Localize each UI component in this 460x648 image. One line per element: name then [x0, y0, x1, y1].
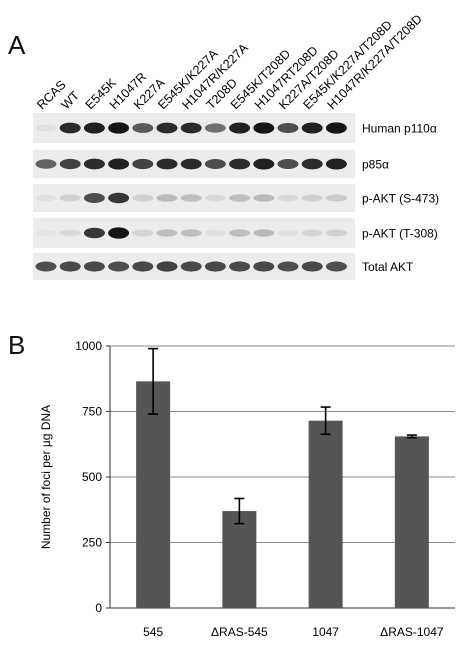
blot-band — [132, 194, 154, 202]
blot-band — [156, 261, 178, 272]
blot-band — [59, 261, 81, 272]
blot-band — [132, 261, 154, 272]
blot-band — [204, 158, 226, 170]
bar — [308, 420, 343, 608]
blot-band — [83, 261, 105, 272]
blot-band — [180, 158, 202, 170]
blot-band — [253, 194, 275, 202]
blot-band — [35, 229, 57, 237]
blot-band — [132, 123, 154, 133]
blot-band — [59, 122, 81, 134]
blot-band — [108, 261, 130, 272]
blot-row-label: p-AKT (T-308) — [362, 227, 438, 241]
blot-band — [229, 122, 251, 134]
y-tick-label: 1000 — [75, 339, 102, 353]
blot-band — [108, 192, 130, 204]
blot-band — [132, 158, 154, 170]
blot-band — [253, 122, 275, 134]
blot-band — [132, 229, 154, 237]
y-tick-label: 0 — [95, 601, 102, 615]
blot-band — [204, 229, 226, 237]
blot-band — [204, 123, 226, 133]
blot-band — [180, 194, 202, 202]
blot-band — [253, 261, 275, 272]
x-tick-label: ΔRAS-1047 — [380, 625, 444, 639]
blot-band — [325, 122, 347, 134]
blot-band — [108, 158, 130, 170]
x-tick-label: 545 — [143, 625, 163, 639]
blot-band — [325, 158, 347, 170]
blot-band — [277, 261, 299, 272]
blot-band — [156, 194, 178, 202]
blot-band — [180, 261, 202, 272]
blot-band — [83, 227, 105, 239]
blot-band — [180, 229, 202, 237]
blot-band — [253, 158, 275, 170]
blot-band — [229, 261, 251, 272]
blot-band — [253, 229, 275, 237]
bar-chart: 0 250 500 750 1000 Number of foci per µg DNA 5… — [39, 339, 455, 639]
blot-row-label: p-AKT (S-473) — [362, 192, 439, 206]
blot-band — [35, 261, 57, 272]
blot-band — [156, 158, 178, 170]
blot-band — [229, 229, 251, 237]
bar — [136, 381, 171, 608]
blot-band — [325, 261, 347, 272]
blot-band — [108, 122, 130, 134]
blot-band — [229, 194, 251, 202]
x-tick-label: ΔRAS-545 — [211, 625, 268, 639]
blot-band — [301, 229, 323, 237]
blot-band — [35, 194, 57, 202]
blot-row-label: Human p110α — [362, 122, 437, 136]
blot-band — [108, 227, 130, 239]
blot-band — [83, 192, 105, 204]
bar — [394, 436, 429, 608]
blot-row-label: Total AKT — [362, 260, 414, 274]
blot-band — [325, 194, 347, 202]
blot-band — [301, 194, 323, 202]
blot-band — [301, 122, 323, 134]
blot-band — [277, 194, 299, 202]
blot-band — [277, 229, 299, 237]
blot-band — [83, 122, 105, 134]
blot-band — [59, 158, 81, 170]
blot-band — [277, 122, 299, 134]
blot-band — [301, 158, 323, 170]
x-tick-label: 1047 — [312, 625, 339, 639]
bar — [222, 511, 257, 608]
blot-band — [59, 194, 81, 202]
blot-band — [156, 229, 178, 237]
y-tick-label: 500 — [82, 470, 102, 484]
blot-band — [277, 158, 299, 170]
y-tick-label: 250 — [82, 536, 102, 550]
blot-band — [229, 158, 251, 170]
blot-band — [180, 122, 202, 134]
blot-band — [325, 229, 347, 237]
blot-band — [35, 124, 57, 132]
blot-row-label: p85α — [362, 158, 389, 172]
y-tick-label: 750 — [82, 405, 102, 419]
blot-band — [204, 261, 226, 272]
blot-band — [83, 158, 105, 170]
blot-band — [301, 261, 323, 272]
panel-label-a: A — [8, 30, 26, 60]
blot-band — [156, 122, 178, 134]
blot-band — [59, 229, 81, 237]
blot-band — [204, 194, 226, 202]
y-axis-label: Number of foci per µg DNA — [39, 405, 53, 549]
panel-label-b: B — [8, 330, 26, 360]
blot-band — [35, 159, 57, 169]
